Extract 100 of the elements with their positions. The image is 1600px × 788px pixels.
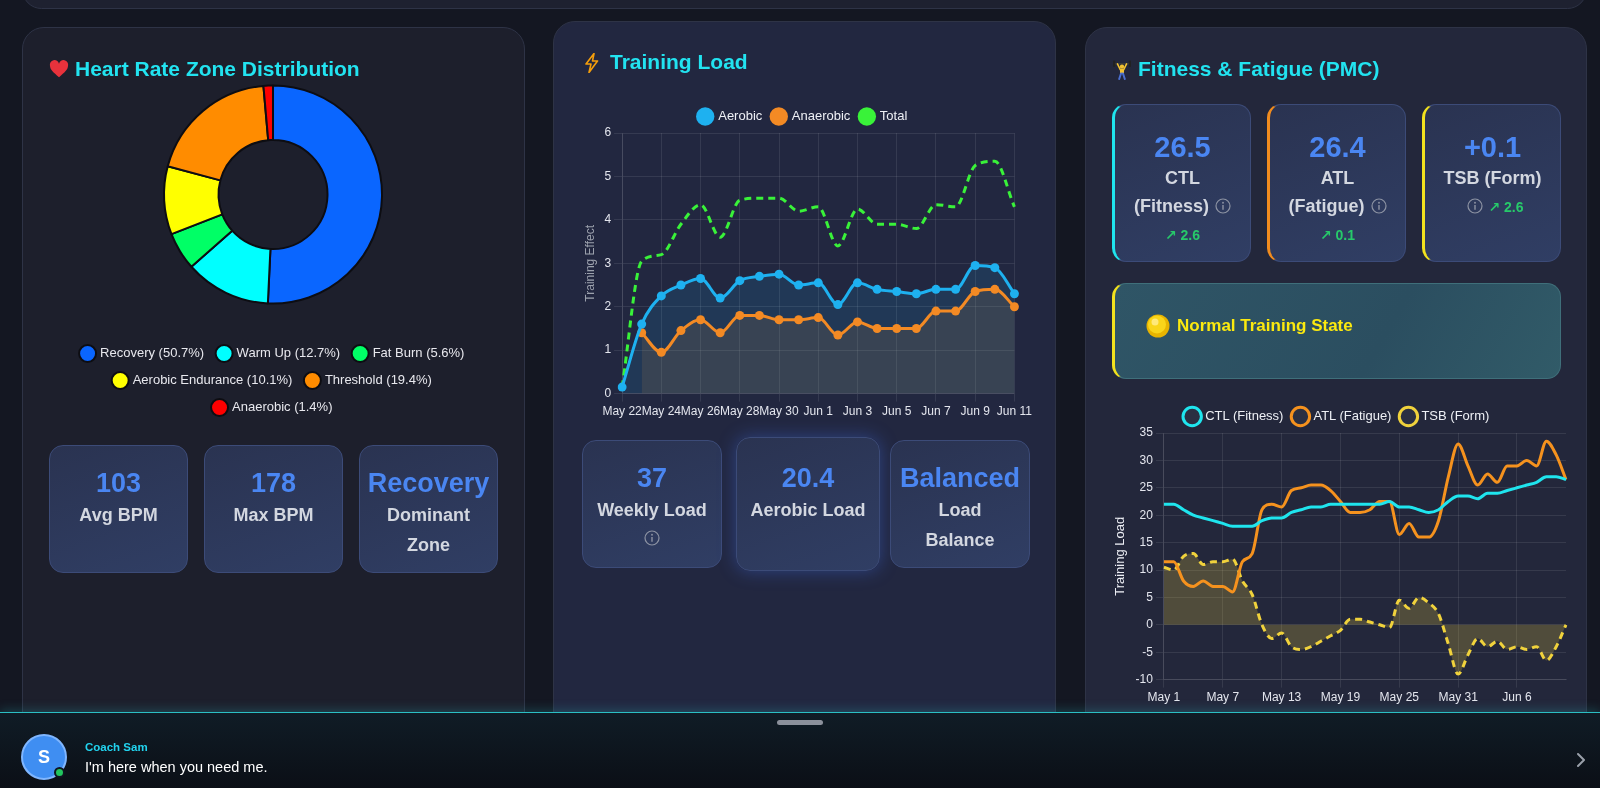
- text: 178: [249, 467, 298, 500]
- chart-title: Heart Rate Zone Distribution: [75, 57, 360, 81]
- text: +0.1: [1462, 130, 1523, 164]
- point: [696, 315, 706, 325]
- text: I'm here when you need me.: [85, 758, 268, 776]
- point: [774, 315, 784, 325]
- x-tick-label: Jun 11: [996, 404, 1033, 419]
- y-axis-title: Training Load: [1112, 516, 1128, 596]
- text: Dominant Zone: [387, 505, 470, 555]
- point: [617, 382, 627, 392]
- y-tick-label: 0: [604, 385, 612, 400]
- text: TSB (Form): [1443, 168, 1542, 188]
- y-tick-label: 15: [1139, 534, 1154, 549]
- point: [754, 310, 764, 320]
- x-tick-label: May 22: [602, 404, 643, 419]
- text: ↗ 0.1: [1319, 227, 1356, 243]
- point: [990, 284, 1000, 294]
- point: [931, 306, 941, 316]
- point: [990, 263, 1000, 273]
- x-tick-label: Jun 3: [842, 404, 873, 419]
- x-tick-label: Jun 1: [803, 404, 834, 419]
- point: [911, 289, 921, 299]
- text: ↗ 2.6: [1164, 227, 1201, 243]
- y-tick-label: 30: [1139, 452, 1154, 467]
- y-tick-label: 5: [1146, 589, 1154, 604]
- point: [931, 284, 941, 294]
- chart-title: Training Load: [610, 50, 748, 74]
- text: 26.4: [1308, 130, 1367, 164]
- x-tick-label: May 19: [1320, 690, 1361, 705]
- x-tick-label: May 13: [1261, 690, 1302, 705]
- y-tick-label: 5: [604, 168, 612, 183]
- text: 37: [635, 462, 668, 495]
- x-tick-label: May 26: [680, 404, 721, 419]
- legend-label: Fat Burn (5.6%): [372, 345, 465, 361]
- y-tick-label: 6: [604, 125, 612, 140]
- y-tick-label: 20: [1139, 507, 1154, 522]
- legend-label: Anaerobic (1.4%): [232, 399, 333, 415]
- point: [892, 287, 902, 297]
- text: 26.5: [1153, 130, 1212, 164]
- point: [852, 317, 862, 327]
- x-tick-label: May 31: [1438, 690, 1479, 705]
- x-tick-label: Jun 6: [1502, 690, 1532, 705]
- y-tick-label: 10: [1139, 562, 1154, 577]
- point: [833, 300, 843, 310]
- point: [970, 287, 980, 297]
- x-tick-label: May 24: [641, 404, 682, 419]
- text: Weekly Load: [597, 500, 707, 520]
- y-tick-label: 0: [1146, 617, 1154, 632]
- point: [951, 306, 961, 316]
- point: [735, 276, 745, 286]
- point: [813, 278, 823, 288]
- text: Max BPM: [233, 505, 314, 525]
- legend-label: ATL (Fatigue): [1313, 408, 1392, 424]
- point: [970, 260, 980, 270]
- point: [794, 315, 804, 325]
- y-tick-label: -10: [1135, 671, 1154, 686]
- point: [754, 271, 764, 281]
- text: CTL (Fitness): [1133, 168, 1209, 216]
- point: [1009, 289, 1019, 299]
- point: [813, 313, 823, 323]
- point: [911, 323, 921, 333]
- x-tick-label: Jun 7: [921, 404, 951, 419]
- text: 20.4: [780, 462, 836, 495]
- text: ↗ 2.6: [1488, 199, 1524, 215]
- text: ATL (Fatigue): [1288, 168, 1365, 216]
- point: [852, 278, 862, 288]
- legend-label: Warm Up (12.7%): [236, 345, 341, 361]
- y-tick-label: 1: [604, 342, 612, 357]
- x-tick-label: May 1: [1147, 690, 1181, 705]
- point: [696, 274, 706, 283]
- point: [735, 310, 745, 320]
- legend-label: Anaerobic: [791, 108, 851, 124]
- point: [1009, 302, 1019, 312]
- point: [715, 293, 725, 303]
- x-tick-label: Jun 5: [882, 404, 912, 419]
- text: Normal Training State: [1177, 315, 1353, 337]
- y-axis-title: Training Effect: [582, 224, 597, 302]
- y-tick-label: -5: [1142, 644, 1154, 659]
- text: Aerobic Load: [750, 500, 866, 520]
- point: [774, 269, 784, 279]
- point: [872, 284, 882, 294]
- legend-label: Threshold (19.4%): [324, 372, 432, 388]
- y-tick-label: 4: [604, 212, 612, 227]
- x-tick-label: May 25: [1379, 690, 1420, 705]
- legend-label: Aerobic Endurance (10.1%): [132, 372, 293, 388]
- point: [637, 319, 647, 329]
- x-tick-label: May 28: [720, 404, 760, 419]
- y-tick-label: 25: [1139, 480, 1154, 495]
- text: Recovery: [366, 467, 491, 500]
- point: [656, 347, 666, 357]
- legend-label: Total: [879, 108, 908, 124]
- legend-label: CTL (Fitness): [1205, 408, 1284, 424]
- point: [676, 326, 686, 336]
- text: 103: [94, 467, 143, 500]
- text: Balanced: [898, 462, 1022, 495]
- avatar: S: [21, 734, 67, 780]
- legend-label: Aerobic: [718, 108, 763, 124]
- x-tick-label: Jun 9: [960, 404, 991, 419]
- y-tick-label: 2: [604, 299, 612, 314]
- text: Load Balance: [925, 500, 995, 550]
